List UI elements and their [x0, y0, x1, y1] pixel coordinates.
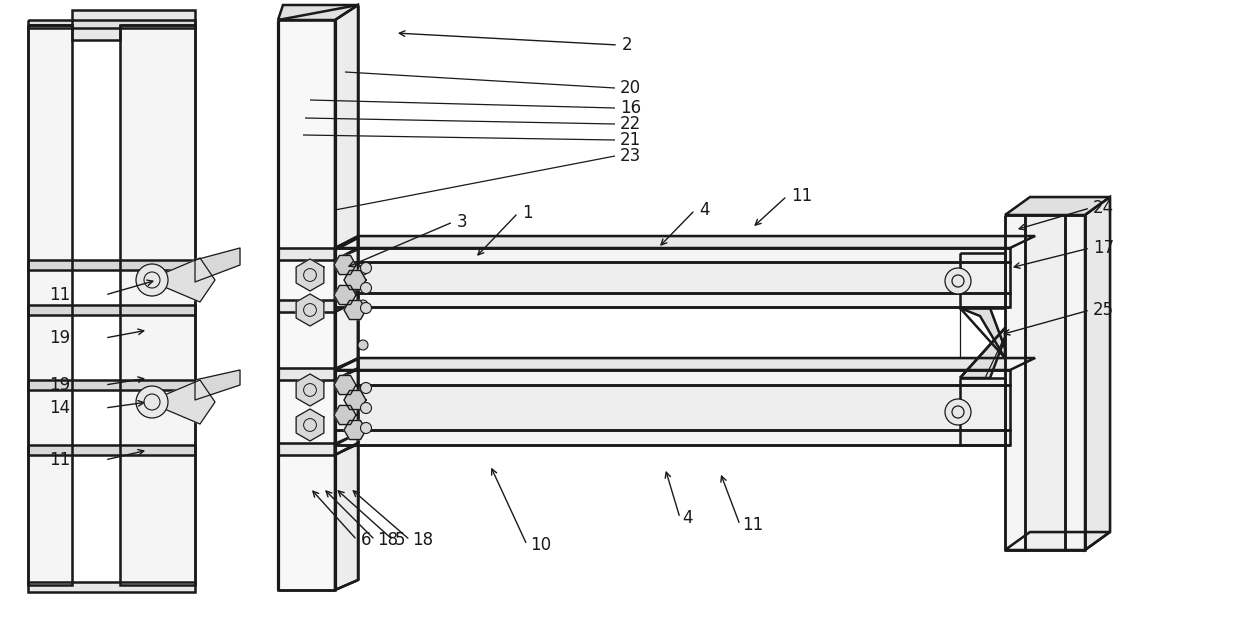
Polygon shape [335, 358, 358, 380]
Polygon shape [29, 582, 195, 592]
Text: 3: 3 [458, 213, 467, 231]
Text: 11: 11 [742, 516, 764, 534]
Polygon shape [335, 385, 1011, 430]
Polygon shape [343, 420, 366, 439]
Polygon shape [29, 20, 195, 28]
Polygon shape [960, 253, 1004, 308]
Text: 11: 11 [48, 286, 69, 304]
Polygon shape [1004, 215, 1025, 550]
Polygon shape [335, 433, 358, 455]
Polygon shape [1004, 197, 1110, 215]
Polygon shape [29, 380, 195, 390]
Polygon shape [278, 300, 335, 312]
Text: 6: 6 [361, 531, 372, 549]
Text: 11: 11 [791, 187, 812, 205]
Text: 24: 24 [1092, 199, 1114, 217]
Polygon shape [335, 262, 1011, 293]
Polygon shape [335, 248, 1011, 262]
Polygon shape [343, 391, 366, 410]
Polygon shape [29, 305, 195, 315]
Polygon shape [335, 236, 1035, 248]
Text: 23: 23 [620, 147, 641, 165]
Polygon shape [335, 290, 358, 312]
Polygon shape [960, 378, 1004, 445]
Circle shape [361, 263, 372, 274]
Circle shape [945, 399, 971, 425]
Polygon shape [29, 10, 195, 40]
Circle shape [361, 383, 372, 394]
Circle shape [945, 268, 971, 294]
Polygon shape [148, 380, 215, 424]
Text: 20: 20 [620, 79, 641, 97]
Circle shape [136, 264, 167, 296]
Text: 1: 1 [522, 204, 533, 222]
Polygon shape [195, 370, 241, 400]
Text: 14: 14 [48, 399, 69, 417]
Polygon shape [1004, 532, 1110, 550]
Polygon shape [335, 238, 358, 260]
Polygon shape [335, 370, 1011, 385]
Polygon shape [1085, 197, 1110, 550]
Text: 18: 18 [412, 531, 433, 549]
Polygon shape [335, 293, 1011, 307]
Polygon shape [120, 25, 195, 585]
Text: 4: 4 [699, 201, 709, 219]
Polygon shape [278, 443, 335, 455]
Circle shape [361, 282, 372, 294]
Polygon shape [278, 368, 335, 380]
Circle shape [136, 386, 167, 418]
Polygon shape [278, 20, 335, 590]
Polygon shape [343, 271, 366, 289]
Text: 19: 19 [48, 329, 69, 347]
Polygon shape [296, 409, 324, 441]
Polygon shape [334, 286, 356, 305]
Circle shape [358, 265, 368, 275]
Text: 21: 21 [620, 131, 641, 149]
Polygon shape [29, 25, 72, 585]
Circle shape [361, 302, 372, 313]
Polygon shape [148, 258, 215, 302]
Circle shape [361, 402, 372, 413]
Polygon shape [29, 445, 195, 455]
Polygon shape [1065, 215, 1085, 550]
Polygon shape [335, 5, 358, 590]
Polygon shape [335, 430, 1011, 445]
Polygon shape [296, 374, 324, 406]
Polygon shape [278, 5, 358, 20]
Polygon shape [960, 308, 1004, 358]
Polygon shape [335, 236, 358, 455]
Text: 19: 19 [48, 376, 69, 394]
Polygon shape [296, 259, 324, 291]
Text: 2: 2 [622, 36, 632, 54]
Polygon shape [335, 358, 1035, 370]
Polygon shape [334, 405, 356, 425]
Text: 4: 4 [682, 509, 692, 527]
Circle shape [358, 300, 368, 310]
Text: 18: 18 [377, 531, 398, 549]
Text: 11: 11 [48, 451, 69, 469]
Polygon shape [278, 248, 335, 260]
Text: 5: 5 [396, 531, 405, 549]
Text: 16: 16 [620, 99, 641, 117]
Polygon shape [29, 260, 195, 270]
Text: 22: 22 [620, 115, 641, 133]
Polygon shape [334, 255, 356, 274]
Circle shape [358, 340, 368, 350]
Polygon shape [1025, 215, 1065, 550]
Text: 17: 17 [1092, 239, 1114, 257]
Circle shape [361, 423, 372, 433]
Polygon shape [296, 294, 324, 326]
Text: 25: 25 [1092, 301, 1114, 319]
Polygon shape [195, 248, 241, 282]
Text: 10: 10 [529, 536, 551, 554]
Polygon shape [960, 328, 1004, 378]
Polygon shape [334, 376, 356, 394]
Polygon shape [343, 300, 366, 320]
